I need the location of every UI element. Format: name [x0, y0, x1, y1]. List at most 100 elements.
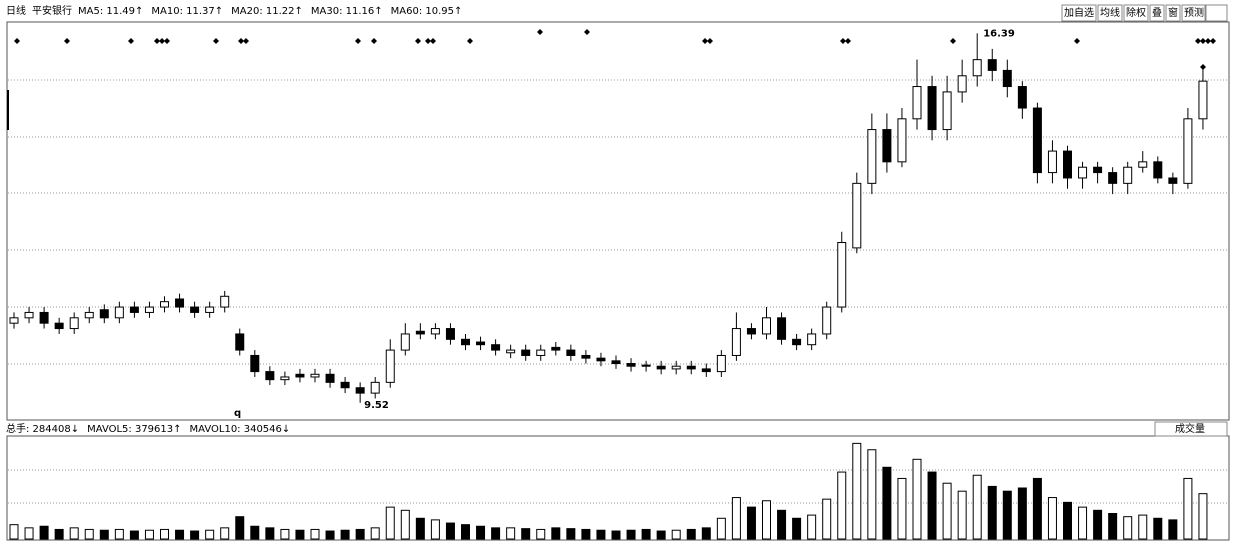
volume-bar	[1002, 490, 1012, 540]
event-marker	[1074, 38, 1080, 44]
toolbar-button[interactable]: 除权	[1126, 6, 1146, 19]
event-marker	[584, 29, 590, 35]
volume-bar	[9, 524, 19, 540]
volume-bar	[355, 528, 365, 540]
candle-body	[99, 309, 109, 319]
volume-frame	[6, 435, 1230, 541]
event-marker	[14, 38, 20, 44]
event-marker	[1195, 38, 1201, 44]
ma-value: MA10: 11.37↑	[151, 6, 223, 17]
volume-bar	[69, 527, 79, 540]
toolbar-button[interactable]: 加自选	[1064, 6, 1094, 19]
toolbar-button[interactable]: 叠	[1152, 7, 1162, 19]
volume-bar	[99, 529, 109, 540]
candle-body	[762, 317, 771, 335]
candle-body	[295, 373, 305, 378]
candle-body	[1093, 166, 1103, 174]
candle-body	[1123, 166, 1133, 184]
volume-bar	[671, 529, 681, 540]
candle-body	[1108, 172, 1118, 184]
candle-body	[506, 349, 516, 354]
volume-bar	[551, 527, 561, 540]
candle-body	[220, 295, 230, 308]
candle-body	[476, 341, 486, 346]
event-marker	[213, 38, 219, 44]
volume-bar	[912, 458, 922, 540]
volume-bar	[1047, 497, 1057, 540]
toolbar-frame	[1097, 4, 1123, 22]
volume-bar	[716, 517, 726, 540]
candle-body	[1063, 150, 1072, 179]
volume-bar	[295, 529, 305, 540]
candle-body	[927, 86, 937, 131]
volume-bar	[777, 509, 787, 540]
candle-body	[897, 118, 907, 163]
volume-bar	[310, 528, 320, 540]
volume-bar	[972, 474, 982, 540]
volume-bar	[957, 490, 967, 540]
candle-body	[1032, 107, 1042, 174]
ma-value: MA20: 11.22↑	[231, 6, 303, 17]
stock-name: 平安银行	[32, 4, 72, 17]
candle-body	[987, 59, 997, 71]
candle-body	[581, 354, 591, 359]
toolbar-button[interactable]: 均线	[1100, 6, 1120, 19]
volume-bar	[235, 516, 245, 540]
event-marker	[243, 38, 249, 44]
volume-bar	[581, 528, 591, 540]
toolbar-button[interactable]: 预测	[1184, 6, 1204, 19]
volume-bar	[476, 525, 486, 540]
toolbar-button[interactable]: 窗	[1168, 6, 1178, 19]
event-marker	[371, 38, 377, 44]
event-marker	[159, 38, 165, 44]
volume-bar	[250, 525, 260, 540]
candle-body	[69, 317, 79, 330]
volume-bar	[190, 530, 200, 540]
candle-body	[596, 357, 606, 362]
dropdown[interactable]	[1154, 421, 1228, 437]
volume-bar	[160, 528, 169, 540]
volume-bar	[506, 527, 516, 540]
volume-bar	[1078, 506, 1088, 540]
volume-bar	[1017, 487, 1027, 540]
volume-bar	[445, 522, 455, 540]
volume-bar	[24, 527, 34, 540]
candle-body	[280, 376, 290, 381]
volume-bar	[942, 482, 952, 540]
volume-bar	[1153, 517, 1163, 540]
toolbar-frame	[1165, 4, 1181, 22]
volume-bar	[807, 514, 817, 540]
candle-body	[310, 373, 320, 378]
ma-value: MA30: 11.16↑	[311, 6, 383, 17]
toolbar-frame	[1123, 4, 1149, 22]
volume-bar	[461, 524, 470, 540]
candle-body	[385, 349, 395, 383]
candle-body	[942, 91, 952, 131]
volume-bar	[1168, 519, 1178, 540]
volume-bar	[340, 529, 350, 540]
candle-body	[716, 354, 726, 373]
volume-bar	[280, 528, 290, 540]
event-marker	[128, 38, 134, 44]
candle-body	[461, 338, 470, 346]
toolbar-frame	[1181, 4, 1207, 22]
candle-body	[1138, 161, 1148, 168]
period: 日线	[6, 4, 26, 17]
toolbar-frame	[1149, 4, 1165, 22]
volume-bar	[686, 528, 696, 540]
event-marker	[355, 38, 361, 44]
candle-body	[491, 344, 501, 351]
candle-body	[686, 365, 696, 370]
nav-button[interactable]	[1204, 4, 1228, 22]
candle-body	[792, 338, 802, 346]
annotation: 9.52	[364, 400, 389, 411]
candle-body	[701, 368, 711, 373]
candle-body	[611, 360, 621, 365]
candle-body	[972, 59, 982, 77]
event-marker	[845, 38, 851, 44]
candle-body	[731, 328, 741, 356]
candle-body	[39, 311, 49, 324]
dropdown-label[interactable]: 成交量	[1175, 422, 1205, 435]
event-marker	[425, 38, 431, 44]
